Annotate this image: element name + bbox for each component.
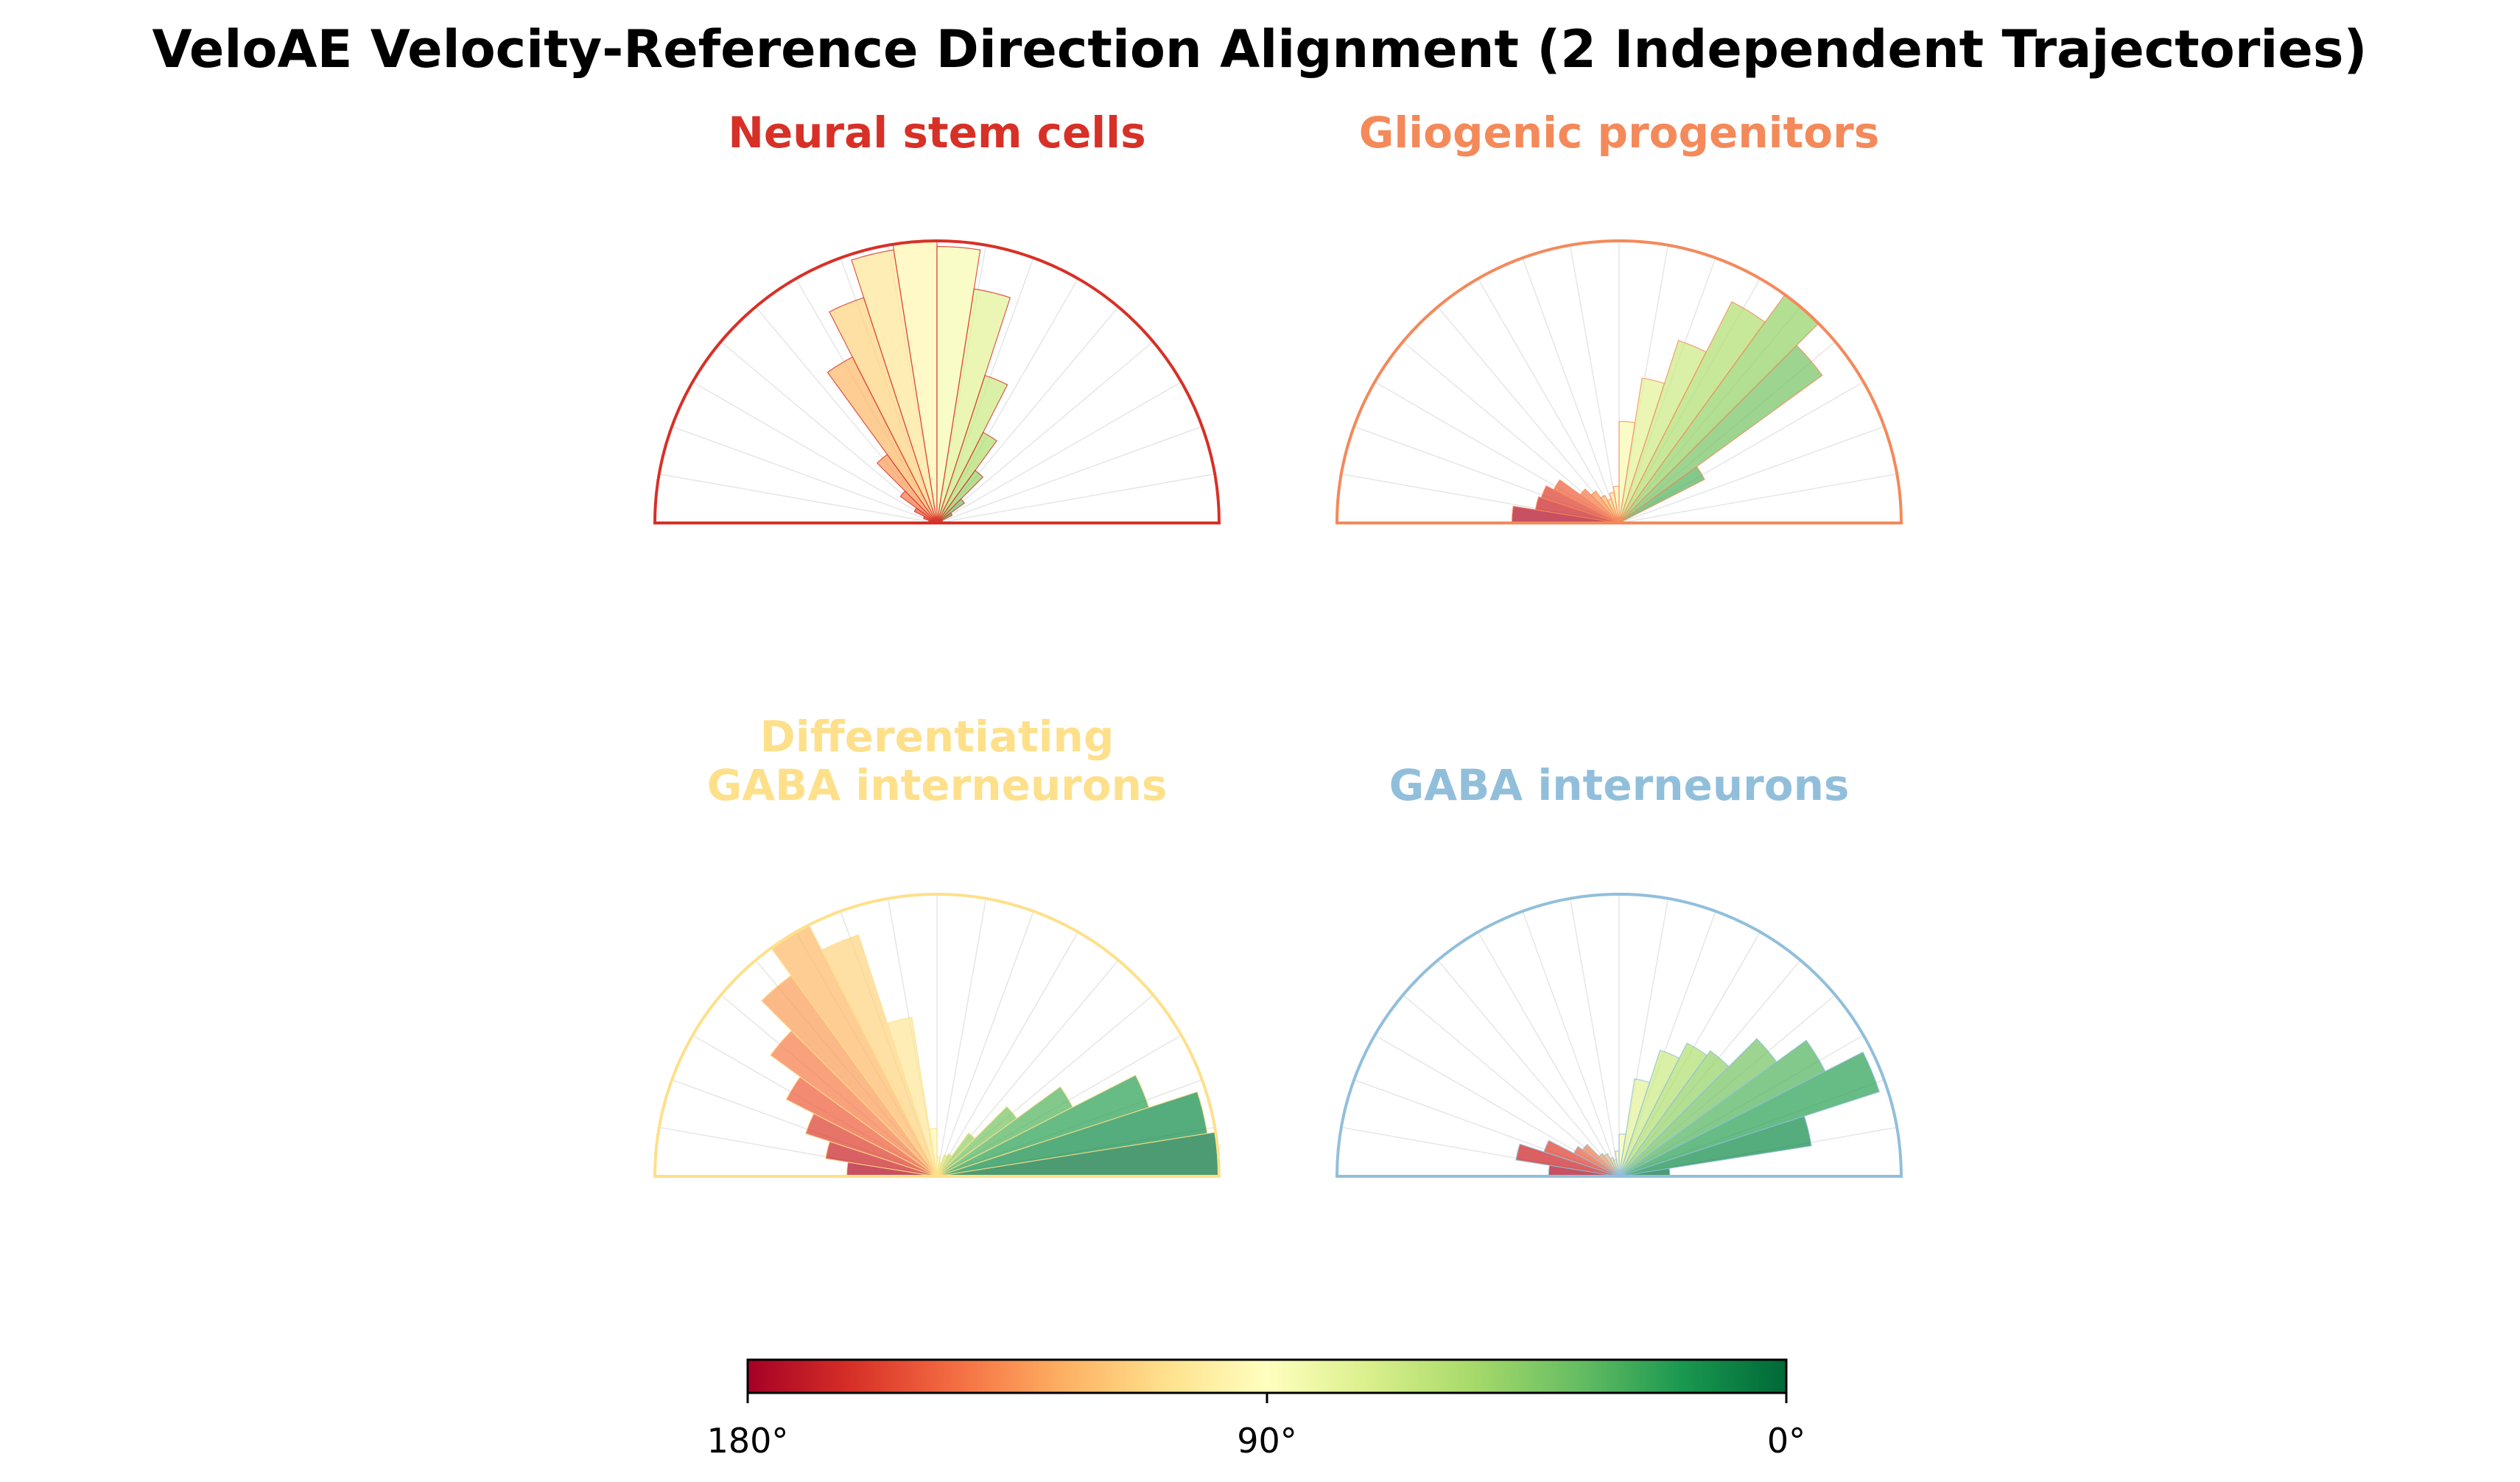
histogram-bar xyxy=(1603,1153,1620,1177)
grid-spoke xyxy=(936,910,1034,1177)
panel-title: Gliogenic progenitors xyxy=(1359,108,1880,158)
histogram-bar xyxy=(1598,1153,1620,1177)
histogram-bar xyxy=(936,469,984,524)
histogram-bar xyxy=(936,498,966,524)
histogram-bar xyxy=(886,1016,938,1177)
histogram-bar xyxy=(1582,1143,1620,1177)
grid-spoke xyxy=(936,931,1079,1177)
colorbar-tick-label: 0° xyxy=(1767,1421,1805,1461)
histogram-bar xyxy=(1618,1115,1812,1177)
panel-title-line: GABA interneurons xyxy=(707,760,1168,810)
grid-spoke xyxy=(1569,898,1620,1177)
histogram-bar xyxy=(1573,1145,1620,1177)
polar-frame xyxy=(653,893,1221,1178)
figure-title: VeloAE Velocity-Reference Direction Alig… xyxy=(152,19,2368,80)
histogram-bar xyxy=(1553,479,1620,524)
colorbar: 180° 90° 0° xyxy=(707,1358,1805,1461)
histogram-bar xyxy=(1540,485,1620,524)
histogram-bar xyxy=(936,512,953,524)
grid-spoke xyxy=(671,426,938,524)
grid-spoke xyxy=(936,898,987,1177)
panel-title: GABA interneurons xyxy=(1389,760,1850,810)
colorbar-tick-label: 180° xyxy=(707,1421,789,1461)
histogram-bar xyxy=(936,288,1011,524)
grid-spoke xyxy=(1522,257,1620,524)
histogram-bar xyxy=(1600,494,1620,524)
histogram-bar xyxy=(936,432,997,524)
histogram-bar xyxy=(821,934,938,1177)
polar-frame xyxy=(1335,239,1903,524)
grid-spoke xyxy=(1403,994,1620,1177)
histogram-bar xyxy=(1590,490,1620,524)
polar-panel: Neural stem cells xyxy=(653,108,1221,524)
panel-title-line: Gliogenic progenitors xyxy=(1359,108,1880,158)
grid-spoke xyxy=(936,426,1203,524)
histogram-bar xyxy=(929,1128,938,1177)
grid-spoke xyxy=(1477,278,1620,524)
histogram-bar xyxy=(1610,1156,1620,1177)
histogram-bar xyxy=(1618,466,1705,524)
grid-spoke xyxy=(936,473,1215,524)
histogram-bar xyxy=(1579,488,1620,524)
grid-spoke xyxy=(659,473,938,524)
panel-title-line: Differentiating xyxy=(760,712,1115,762)
grid-spoke xyxy=(1618,426,1885,524)
histogram-bar xyxy=(1543,1139,1620,1177)
histogram-bar xyxy=(1618,1051,1881,1177)
polar-frame xyxy=(653,239,1221,524)
panel-title: Neural stem cells xyxy=(728,108,1145,158)
grid-spoke xyxy=(1477,931,1620,1177)
grid-spoke xyxy=(720,341,938,524)
grid-spoke xyxy=(936,341,1154,524)
polar-panel: Differentiating GABA interneurons xyxy=(653,712,1221,1178)
histogram-bar xyxy=(936,374,1008,524)
grid-spoke xyxy=(936,381,1182,524)
panel-title-line: Neural stem cells xyxy=(728,108,1145,158)
polar-panel: Gliogenic progenitors xyxy=(1335,108,1903,524)
grid-spoke xyxy=(1522,910,1620,1177)
panel-title: Differentiating GABA interneurons xyxy=(707,712,1168,810)
grid-spoke xyxy=(1437,306,1620,524)
panel-title-line: GABA interneurons xyxy=(1389,760,1850,810)
polar-panels: Neural stem cells Gliogenic progenitors Di… xyxy=(653,108,1903,1178)
polar-frame xyxy=(1335,893,1903,1178)
colorbar-tick-label: 90° xyxy=(1237,1421,1297,1461)
grid-spoke xyxy=(1569,245,1620,524)
grid-spoke xyxy=(1618,473,1898,524)
colorbar-gradient xyxy=(746,1358,1788,1394)
grid-spoke xyxy=(1437,960,1620,1177)
polar-panel: GABA interneurons xyxy=(1335,760,1903,1178)
histogram-bar xyxy=(1618,345,1823,524)
grid-spoke xyxy=(692,381,938,524)
